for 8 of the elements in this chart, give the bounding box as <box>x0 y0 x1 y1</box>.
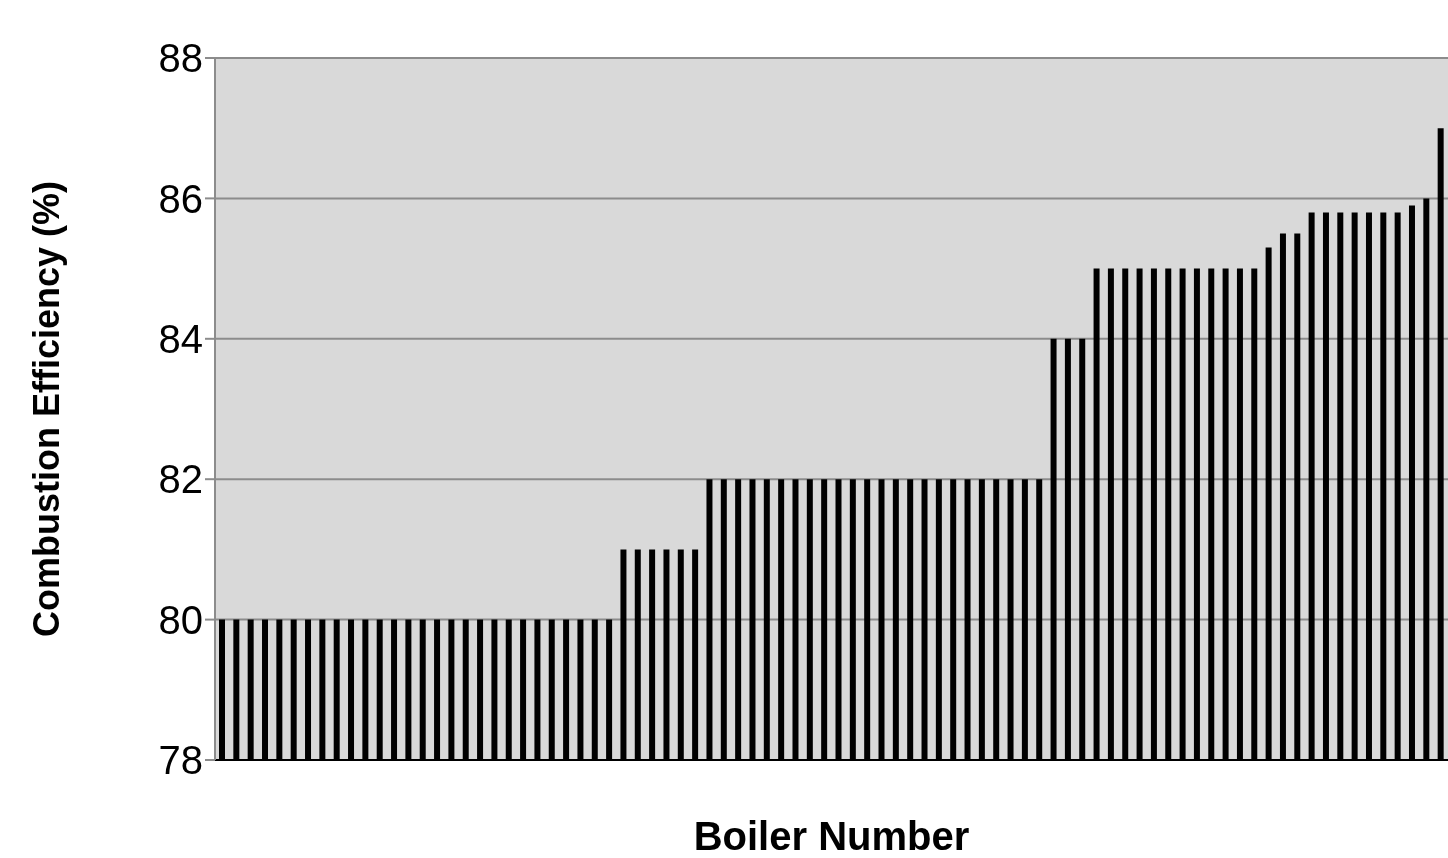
y-tick-label: 84 <box>158 317 203 361</box>
y-tick-label: 82 <box>158 457 203 502</box>
y-tick-label: 80 <box>158 597 203 642</box>
y-axis-title: Combustion Efficiency (%) <box>25 180 67 638</box>
y-tick-label: 88 <box>158 36 203 81</box>
y-tick-label: 86 <box>158 176 203 221</box>
x-axis-title: Boiler Number <box>693 814 970 858</box>
y-tick-label: 78 <box>158 738 203 783</box>
